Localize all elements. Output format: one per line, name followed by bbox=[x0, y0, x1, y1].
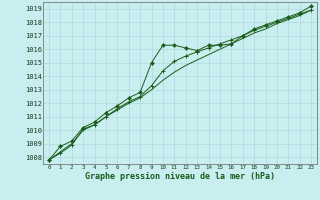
X-axis label: Graphe pression niveau de la mer (hPa): Graphe pression niveau de la mer (hPa) bbox=[85, 172, 275, 181]
